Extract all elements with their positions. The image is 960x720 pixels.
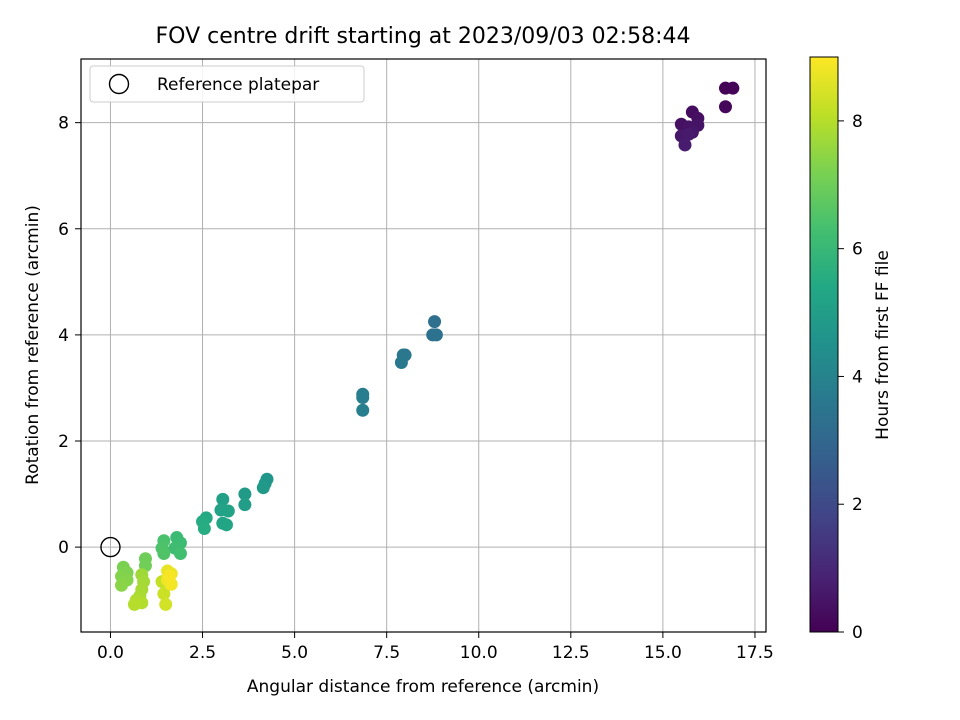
colorbar-tick-label: 2 (852, 495, 863, 515)
colorbar-gradient (809, 56, 839, 633)
data-point (394, 355, 408, 369)
y-tick-label: 8 (58, 114, 69, 134)
x-tick-label: 12.5 (552, 643, 590, 663)
x-tick-label: 10.0 (460, 643, 498, 663)
data-point (157, 587, 171, 601)
reference-marker (100, 536, 121, 558)
data-point (238, 498, 252, 512)
y-axis-label: Rotation from reference (arcmin) (23, 205, 43, 485)
data-point (221, 504, 235, 518)
reference-marker-group (100, 536, 121, 558)
legend-box (89, 65, 365, 103)
y-axis-ticks: 0 2 4 6 8 (58, 114, 81, 558)
x-tick-label: 2.5 (189, 643, 216, 663)
plot-frame (80, 58, 767, 633)
colorbar-ticks: 0 2 4 6 8 (838, 112, 863, 643)
x-axis-label: Angular distance from reference (arcmin) (247, 677, 599, 697)
data-point (429, 328, 443, 342)
x-tick-label: 15.0 (644, 643, 682, 663)
y-tick-label: 2 (58, 432, 69, 452)
colorbar-label: Hours from first FF file (873, 250, 893, 440)
data-point (219, 518, 233, 532)
colorbar-tick-label: 4 (852, 367, 863, 387)
data-point (197, 522, 211, 536)
colorbar-tick-label: 6 (852, 240, 863, 260)
data-point (726, 81, 740, 95)
x-tick-label: 17.5 (736, 643, 774, 663)
x-tick-label: 7.5 (373, 643, 400, 663)
legend-marker-icon (108, 73, 130, 95)
data-point (678, 138, 692, 152)
colorbar: 0 2 4 6 8 Hours from first FF file (809, 56, 893, 643)
y-tick-label: 0 (58, 538, 69, 558)
grid-lines (81, 59, 766, 632)
data-point (238, 487, 252, 501)
data-point (159, 597, 173, 611)
legend: Reference platepar (89, 65, 365, 103)
data-points (115, 81, 740, 611)
x-axis-ticks: 0.0 2.5 5.0 7.5 10.0 12.5 15.0 17.5 (97, 632, 774, 663)
chart-title: FOV centre drift starting at 2023/09/03 … (156, 24, 691, 49)
y-tick-label: 4 (58, 326, 69, 346)
data-point (173, 546, 187, 560)
data-point (115, 578, 129, 592)
x-tick-label: 5.0 (281, 643, 308, 663)
data-point (216, 492, 230, 506)
x-tick-label: 0.0 (97, 643, 124, 663)
data-point (127, 597, 141, 611)
colorbar-tick-label: 8 (852, 112, 863, 132)
data-point (256, 481, 270, 495)
data-point (356, 403, 370, 417)
data-point (428, 315, 442, 329)
data-point (162, 569, 176, 583)
data-point (682, 127, 696, 141)
legend-entry-reference: Reference platepar (157, 75, 319, 95)
y-tick-label: 6 (58, 220, 69, 240)
data-point (356, 390, 370, 404)
data-point (157, 546, 171, 560)
colorbar-tick-label: 0 (852, 623, 863, 643)
data-point (718, 100, 732, 114)
